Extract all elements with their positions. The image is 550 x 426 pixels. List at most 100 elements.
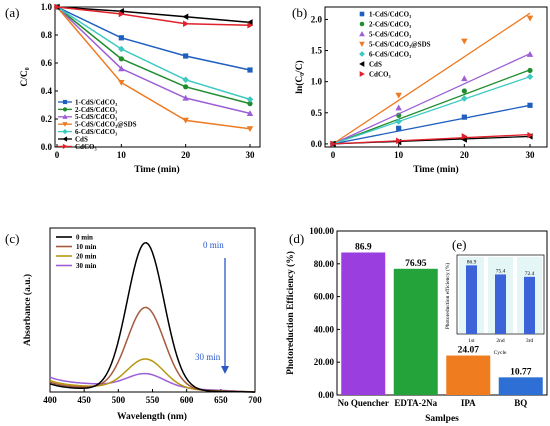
panel-b-xtick-label: 0 <box>331 150 336 160</box>
panel-e-bar-value-label: 72.4 <box>525 271 535 277</box>
panel-a-series-line <box>56 6 251 71</box>
panel-b-data-point <box>461 95 468 102</box>
panel-b-label: (b) <box>292 5 307 20</box>
panel-e-bar <box>495 274 506 334</box>
panel-b-data-point <box>330 140 337 148</box>
panel-c-legend-label: 10 min <box>76 243 97 251</box>
panel-e-bar-value-label: 86.9 <box>467 259 477 265</box>
panel-b-xtick-label: 20 <box>460 150 470 160</box>
panel-d-bar-value-label: 10.77 <box>510 367 532 377</box>
panel-b-legend-label: 1-CdS/CdCO₃ <box>369 11 411 19</box>
panel-b-data-point <box>461 88 467 94</box>
panel-a-data-point <box>247 21 254 29</box>
panel-d-bar <box>393 268 438 395</box>
panel-e-inset: (e) 86.9 1st 75.4 2nd 72.4 3rd Cycle Photored… <box>444 237 545 356</box>
panel-a-legend-label: 5-CdS/CdCO₃ <box>75 113 117 121</box>
panel-b-ytick-label: 0.0 <box>311 139 323 149</box>
panel-a-frame <box>54 6 261 148</box>
panel-c-arrow-head <box>221 366 229 374</box>
panel-c-xtick-label: 500 <box>112 395 126 405</box>
panel-b-ylabel: ln(C₀/C) <box>294 60 305 93</box>
panel-b: (b) 0 10 20 30 0.0 0.5 1.0 1.5 2.0 1-CdS/CdCO₃ 2-… <box>292 5 548 175</box>
panel-a-legend-label: CdS <box>75 135 88 143</box>
panel-a-data-point <box>246 126 254 133</box>
panel-b-legend: 1-CdS/CdCO₃ 2-CdS/CdCO₃ 5-CdS/CdCO₃ 5-CdS/C… <box>359 11 431 79</box>
panel-a-series-line <box>56 6 251 130</box>
panel-b-frame <box>324 6 548 148</box>
panel-a-series-line <box>56 6 251 26</box>
panel-b-legend-marker <box>359 41 365 47</box>
panel-b-xtick-label: 10 <box>394 150 404 160</box>
panel-a-legend-label: 6-CdS/CdCO₃ <box>75 128 117 136</box>
panel-b-legend-label: 5-CdS/CdCO₃ <box>369 31 411 39</box>
panel-e-ylabel: Photoreduction efficiency (%) <box>444 263 451 330</box>
panel-a-legend: 1-CdS/CdCO₃2-CdS/CdCO₃5-CdS/CdCO₃5-CdS/C… <box>58 98 137 151</box>
panel-d-ytick-label: 20.00 <box>314 357 335 367</box>
panel-e-category-label: 3rd <box>526 338 534 344</box>
panel-a-data-point <box>182 117 189 124</box>
panel-c-spectrum-line <box>49 241 256 393</box>
panel-a-data-point <box>247 67 253 73</box>
panel-b-legend-label: CdS <box>369 61 382 69</box>
panel-b-data-point <box>526 15 534 22</box>
panel-d-bar-value-label: 86.9 <box>355 242 372 252</box>
panel-c-legend-label: 30 min <box>76 262 97 270</box>
panel-a-legend-marker <box>62 122 68 127</box>
panel-b-fit-line <box>332 12 531 145</box>
panel-a-ytick-label: 0.0 <box>41 142 53 152</box>
panel-a-series-line <box>56 6 251 101</box>
panel-a-data-point <box>246 110 254 116</box>
panel-b-fit-line <box>332 104 531 145</box>
panel-c-xtick-label: 450 <box>77 395 91 405</box>
panel-a-series-line <box>56 6 251 115</box>
panel-a-legend-marker <box>62 128 68 135</box>
panel-c-label: (c) <box>5 231 19 246</box>
panel-e-xlabel: Cycle <box>494 350 507 356</box>
panel-b-fit-line <box>332 69 531 145</box>
panel-a-series-line <box>56 6 251 24</box>
panel-d-bar <box>341 252 386 395</box>
panel-b-data-point <box>395 104 402 111</box>
panel-d-ytick-label: 40.00 <box>314 324 335 334</box>
panel-b-xlabel: Time (min) <box>413 164 458 175</box>
panel-a-series-line <box>56 6 251 105</box>
panel-b-data-point <box>395 92 402 99</box>
panel-a-data-point <box>118 35 124 41</box>
panel-b-ytick-label: 1.0 <box>311 77 323 87</box>
panel-a-data-point <box>246 96 254 103</box>
panel-c-arrow-start-label: 0 min <box>203 240 224 250</box>
panel-c-time-arrow: 0 min 30 min <box>195 240 229 374</box>
panel-d-category-label: IPA <box>461 398 476 408</box>
panel-c-arrow-end-label: 30 min <box>195 352 221 362</box>
panel-a-data-point <box>118 80 125 86</box>
panel-b-legend-marker <box>359 31 365 37</box>
panel-d-label: (d) <box>289 231 304 246</box>
panel-a-data-point <box>183 20 189 28</box>
panel-c-xtick-label: 650 <box>214 395 228 405</box>
panel-d: (d) 0.00 20.00 40.00 60.00 80.00 100.00 86.9 N… <box>285 226 548 424</box>
panel-d-ylabel: Photoreduction Efficiency (%) <box>285 251 296 375</box>
panel-a-ylabel: C/C₀ <box>20 67 30 86</box>
panel-b-data-point <box>461 75 468 82</box>
panel-b-data-point <box>527 67 533 74</box>
panel-b-ytick-label: 1.5 <box>311 46 323 56</box>
panel-d-frame <box>336 230 548 396</box>
panel-d-bar <box>446 355 491 395</box>
panel-c-legend-label: 20 min <box>76 253 97 261</box>
panel-d-bar-value-label: 24.07 <box>458 346 480 356</box>
panel-d-category-label: EDTA-2Na <box>394 398 437 408</box>
panel-a-data-point <box>118 65 125 72</box>
panel-a-legend-label: 2-CdS/CdCO₃ <box>75 106 117 114</box>
panel-a-data-point <box>118 56 124 62</box>
panel-b-data-point <box>527 131 534 139</box>
panel-a-legend-marker <box>62 143 68 150</box>
panel-b-data-point <box>396 125 402 131</box>
panel-a-legend-label: 1-CdS/CdCO₃ <box>75 98 117 106</box>
panel-d-category-label: BQ <box>514 398 527 408</box>
panel-e-category-label: 2nd <box>496 338 505 344</box>
panel-e-bar <box>524 276 535 334</box>
panel-a-data-point <box>182 76 189 84</box>
panel-c-spectrum-line <box>49 306 256 393</box>
